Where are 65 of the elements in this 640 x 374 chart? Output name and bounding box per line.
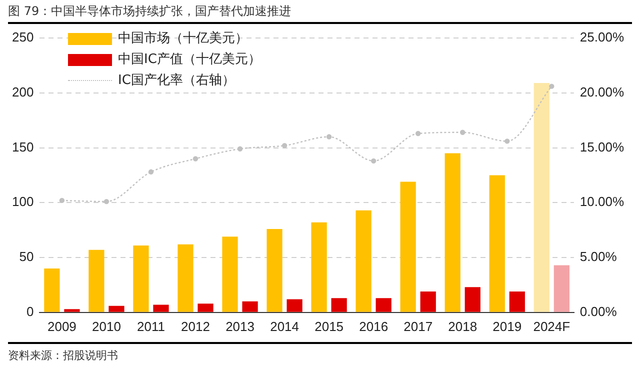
y-tick-label: 150: [12, 139, 34, 154]
bar: [133, 245, 149, 312]
point: [504, 138, 510, 144]
point: [282, 142, 288, 148]
y-tick-label: 250: [12, 30, 34, 45]
bar: [444, 153, 460, 312]
x-tick-label: 2017: [404, 318, 433, 334]
x-tick-label: 2014: [270, 318, 299, 334]
y2-tick-label: 10.00%: [580, 194, 624, 210]
bar: [222, 236, 238, 312]
bar: [178, 244, 194, 312]
legend-label: IC国产化率（右轴）: [118, 72, 235, 90]
bar: [198, 304, 214, 312]
bar: [509, 292, 525, 312]
point: [370, 158, 376, 164]
bar: [489, 175, 505, 312]
point: [104, 198, 110, 204]
point: [460, 130, 466, 135]
y2-tick-label: 5.00%: [580, 249, 618, 264]
chart-title: 图 79：中国半导体市场持续扩张，国产替代加速推进: [8, 3, 292, 20]
y-tick-label: 200: [12, 84, 34, 100]
point: [549, 84, 554, 89]
y-tick-label: 50: [19, 249, 34, 264]
x-tick-label: 2010: [92, 318, 121, 334]
x-tick-label: 2018: [448, 318, 478, 334]
bar: [108, 306, 124, 312]
point: [148, 169, 154, 175]
bar: [153, 304, 169, 312]
bar: [400, 182, 416, 312]
bar: [266, 228, 282, 312]
point: [415, 130, 421, 136]
bar: [286, 299, 302, 312]
bar: [64, 309, 80, 312]
bar: [554, 265, 570, 312]
point: [192, 156, 198, 162]
bar: [464, 287, 480, 312]
bar: [534, 83, 550, 312]
bar: [356, 210, 372, 312]
bar: [44, 268, 60, 312]
x-tick-label: 2013: [226, 318, 254, 334]
x-tick-label: 2015: [314, 318, 344, 334]
y2-tick-label: 0.00%: [580, 304, 618, 319]
bar: [242, 301, 258, 312]
bar: [331, 298, 347, 312]
x-tick-label: 2011: [137, 318, 165, 334]
point: [237, 146, 243, 152]
y2-tick-label: 25.00%: [580, 30, 624, 45]
point: [326, 134, 332, 140]
legend-label: 中国市场（十亿美元）: [118, 30, 248, 48]
legend-label: 中国IC产值（十亿美元）: [118, 51, 261, 69]
x-tick-label: 2012: [181, 318, 210, 334]
x-tick-label: 2019: [492, 318, 522, 334]
bar: [88, 250, 104, 312]
x-tick-label: 2016: [359, 318, 388, 334]
x-tick-label: 2009: [47, 318, 76, 334]
point: [59, 198, 65, 204]
y-tick-label: 0: [26, 304, 34, 319]
y2-tick-label: 20.00%: [580, 84, 624, 100]
y2-tick-label: 15.00%: [580, 139, 624, 154]
text: 资料来源：招股说明书: [8, 348, 118, 363]
x-tick-label: 2024F: [533, 318, 570, 334]
y-tick-label: 100: [12, 194, 34, 210]
bar: [420, 292, 436, 312]
bar: [376, 298, 392, 312]
bar: [311, 222, 327, 312]
